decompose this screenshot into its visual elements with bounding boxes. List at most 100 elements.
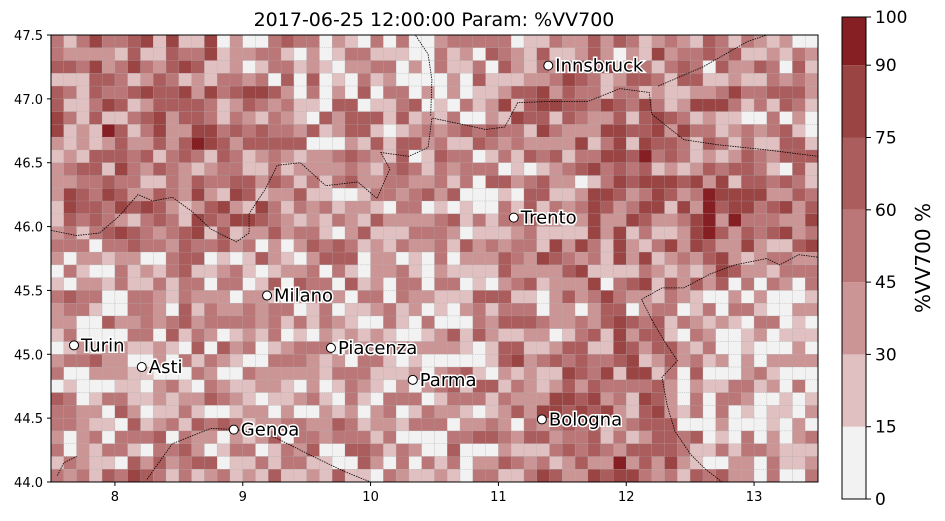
heatmap-cell	[319, 277, 333, 291]
heatmap-cell	[153, 47, 167, 61]
heatmap-cell	[447, 162, 461, 176]
heatmap-cell	[779, 379, 793, 393]
heatmap-cell	[191, 392, 205, 406]
heatmap-cell	[511, 60, 525, 74]
heatmap-cell	[485, 315, 499, 329]
heatmap-cell	[370, 443, 384, 457]
heatmap-cell	[677, 175, 691, 189]
heatmap-cell	[153, 136, 167, 151]
heatmap-cell	[280, 226, 295, 240]
heatmap-cell	[178, 277, 192, 291]
heatmap-cell	[165, 213, 180, 227]
heatmap-cell	[114, 341, 128, 355]
heatmap-cell	[702, 417, 716, 432]
heatmap-cell	[715, 98, 729, 112]
heatmap-cell	[753, 417, 768, 432]
heatmap-cell	[217, 35, 231, 48]
heatmap-cell	[677, 290, 691, 304]
heatmap-cell	[268, 430, 282, 444]
heatmap-cell	[165, 303, 180, 317]
heatmap-cell	[434, 162, 448, 176]
heatmap-cell	[434, 73, 448, 87]
heatmap-cell	[485, 73, 499, 87]
heatmap-cell	[587, 213, 601, 227]
heatmap-cell	[689, 85, 704, 100]
heatmap-cell	[63, 277, 77, 291]
heatmap-cell	[408, 430, 422, 444]
border-line	[817, 160, 818, 201]
heatmap-cell	[549, 226, 563, 240]
heatmap-cell	[101, 366, 116, 381]
heatmap-cell	[114, 85, 128, 100]
heatmap-cell	[715, 456, 729, 470]
heatmap-cell	[332, 379, 346, 393]
heatmap-cell	[472, 354, 486, 368]
heatmap-cell	[626, 443, 640, 457]
heatmap-cell	[753, 392, 768, 406]
heatmap-cell	[562, 290, 576, 304]
heatmap-cell	[51, 239, 65, 253]
heatmap-cell	[63, 175, 77, 189]
heatmap-cell	[89, 277, 103, 291]
heatmap-cell	[664, 315, 678, 329]
heatmap-cell	[178, 392, 192, 406]
heatmap-cell	[255, 469, 269, 482]
heatmap-cell	[626, 47, 640, 61]
heatmap-cell	[600, 366, 614, 381]
heatmap-cell	[101, 379, 116, 393]
heatmap-cell	[268, 303, 282, 317]
heatmap-cell	[357, 251, 371, 266]
heatmap-cell	[101, 162, 116, 176]
heatmap-cell	[689, 35, 704, 48]
heatmap-cell	[677, 303, 691, 317]
heatmap-cell	[217, 469, 231, 482]
heatmap-cell	[280, 35, 295, 48]
heatmap-cell	[280, 251, 295, 266]
heatmap-cell	[114, 175, 128, 189]
heatmap-cell	[268, 98, 282, 112]
heatmap-cell	[408, 85, 422, 100]
heatmap-cell	[383, 47, 397, 61]
heatmap-cell	[268, 251, 282, 266]
heatmap-cell	[741, 456, 755, 470]
heatmap-cell	[344, 315, 359, 329]
heatmap-cell	[268, 175, 282, 189]
heatmap-cell	[306, 162, 320, 176]
heatmap-cell	[242, 354, 256, 368]
heatmap-cell	[306, 392, 320, 406]
heatmap-cell	[306, 98, 320, 112]
heatmap-cell	[280, 328, 295, 342]
heatmap-cell	[268, 443, 282, 457]
heatmap-cell	[472, 200, 486, 215]
heatmap-cell	[677, 430, 691, 444]
heatmap-cell	[485, 417, 499, 432]
heatmap-cell	[101, 35, 116, 48]
heatmap-cell	[651, 85, 665, 100]
heatmap-cell	[370, 417, 384, 432]
heatmap-cell	[153, 213, 167, 227]
heatmap-cell	[728, 213, 742, 227]
heatmap-cell	[536, 124, 550, 138]
heatmap-cell	[293, 200, 307, 215]
heatmap-cell	[127, 303, 141, 317]
heatmap-cell	[217, 149, 231, 163]
heatmap-cell	[677, 85, 691, 100]
heatmap-cell	[626, 175, 640, 189]
heatmap-cell	[574, 417, 589, 432]
heatmap-cell	[600, 162, 614, 176]
heatmap-cell	[268, 85, 282, 100]
heatmap-cell	[753, 456, 768, 470]
heatmap-cell	[766, 162, 780, 176]
heatmap-cell	[127, 239, 141, 253]
heatmap-cell	[702, 239, 716, 253]
heatmap-cell	[153, 200, 167, 215]
heatmap-cell	[242, 35, 256, 48]
heatmap-cell	[165, 149, 180, 163]
heatmap-cell	[664, 85, 678, 100]
heatmap-cell	[408, 124, 422, 138]
heatmap-cell	[280, 315, 295, 329]
heatmap-cell	[89, 124, 103, 138]
heatmap-cell	[127, 315, 141, 329]
heatmap-cell	[434, 405, 448, 419]
heatmap-cell	[766, 277, 780, 291]
